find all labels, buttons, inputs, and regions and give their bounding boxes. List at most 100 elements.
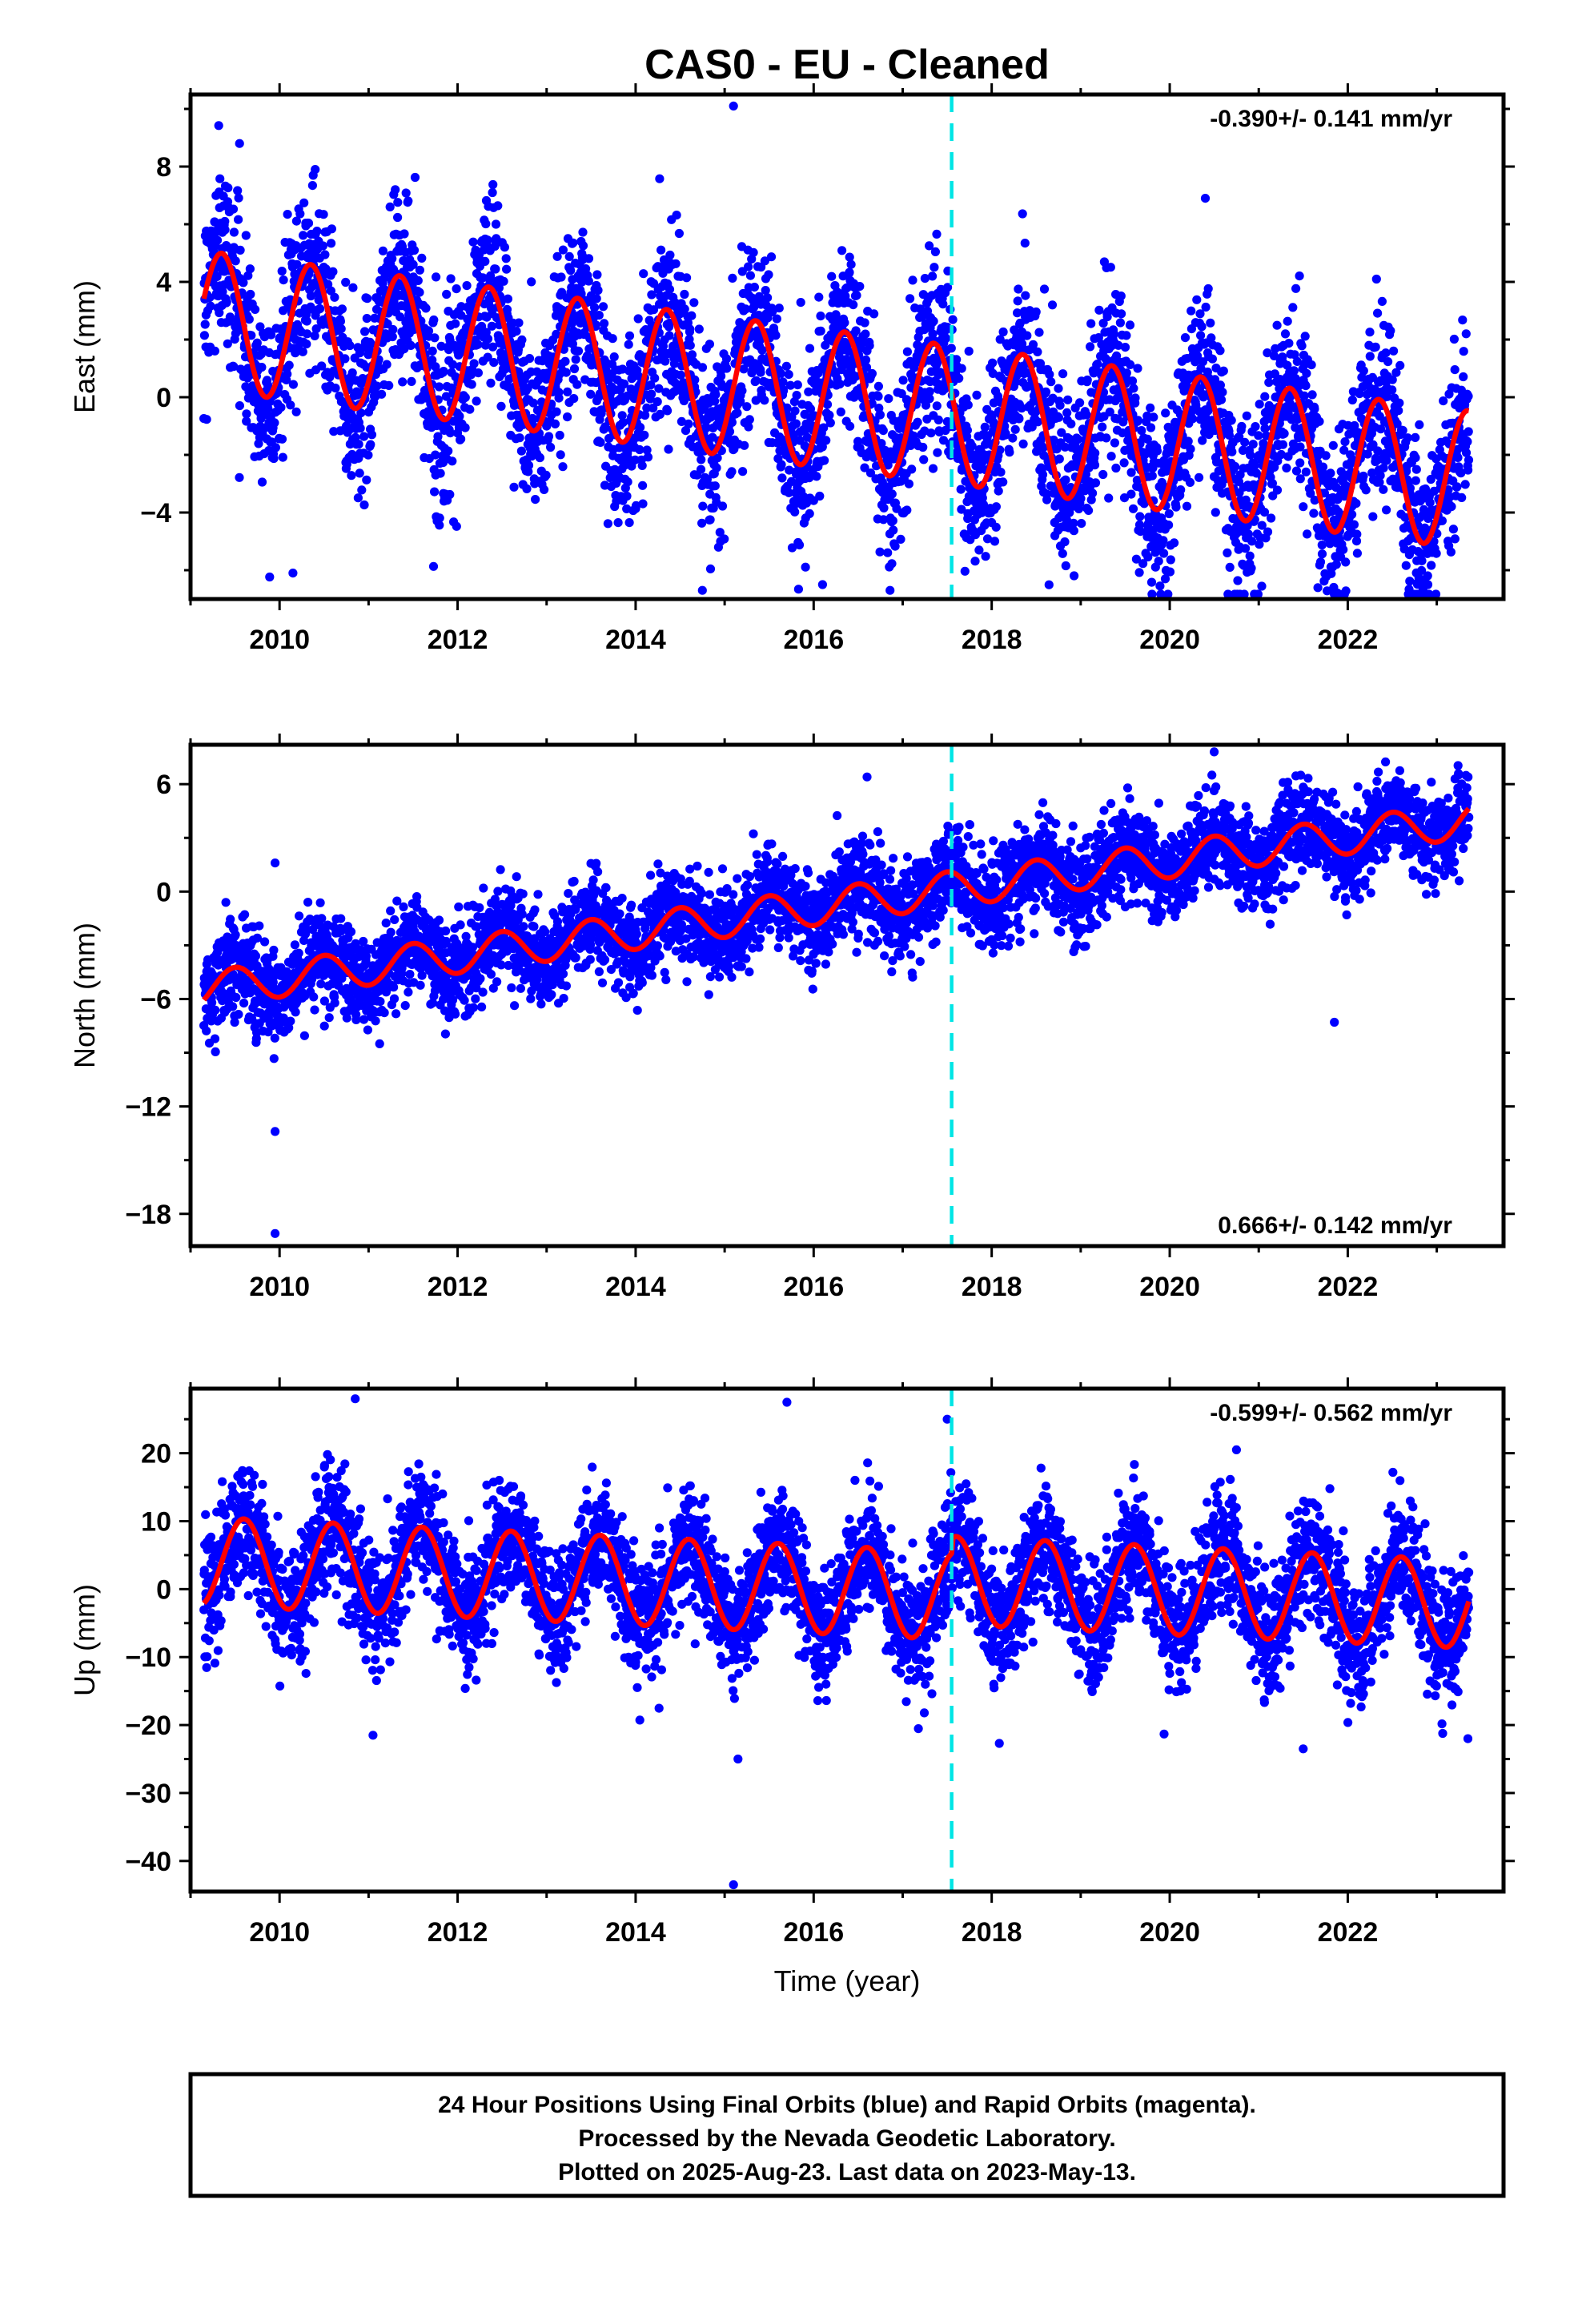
east-point — [1240, 437, 1250, 447]
east-point — [362, 314, 371, 324]
east-point — [682, 273, 692, 283]
east-point — [636, 423, 645, 432]
east-point — [665, 250, 675, 260]
east-point — [957, 364, 966, 373]
east-point — [609, 352, 619, 362]
east-point — [1272, 485, 1283, 495]
east-point — [233, 186, 243, 195]
east-point — [488, 179, 498, 190]
east-point — [1152, 446, 1162, 456]
east-point — [491, 219, 501, 229]
east-point — [994, 486, 1003, 496]
east-point — [445, 428, 456, 438]
east-point — [1192, 295, 1202, 304]
east-point — [572, 380, 582, 389]
east-point — [1055, 400, 1065, 410]
east-y-tick-label: 4 — [156, 267, 171, 298]
east-point — [1106, 263, 1115, 272]
east-point — [1061, 475, 1070, 485]
east-point — [1171, 502, 1181, 512]
east-point — [1119, 458, 1129, 468]
east-point — [499, 276, 508, 286]
east-point — [1423, 571, 1432, 581]
east-point — [1146, 577, 1157, 587]
east-point — [964, 347, 974, 356]
east-point — [310, 331, 319, 340]
east-point — [480, 256, 490, 266]
east-point — [1341, 586, 1351, 596]
east-point — [1310, 404, 1319, 414]
east-point — [991, 502, 1001, 512]
east-point — [1069, 526, 1078, 536]
east-point — [202, 415, 211, 424]
east-point — [1361, 485, 1371, 495]
north-point — [230, 1017, 239, 1027]
east-point — [676, 370, 686, 380]
east-point — [1225, 562, 1235, 573]
east-point — [932, 229, 942, 239]
east-point — [852, 291, 861, 300]
east-point — [430, 333, 440, 343]
east-point — [229, 227, 239, 237]
east-point — [489, 358, 499, 368]
north-point — [270, 1033, 279, 1043]
east-point — [509, 482, 519, 492]
east-point — [1218, 388, 1227, 397]
east-point — [1090, 460, 1100, 470]
east-point — [1447, 502, 1456, 512]
east-point — [478, 273, 488, 283]
east-point — [436, 468, 445, 478]
east-point — [1115, 318, 1125, 328]
east-point — [354, 440, 363, 449]
east-point — [796, 298, 805, 308]
east-point — [552, 407, 561, 416]
east-point — [801, 562, 810, 572]
east-point — [1158, 536, 1168, 545]
east-point — [441, 392, 452, 401]
east-point — [898, 376, 908, 385]
east-point — [318, 241, 327, 251]
east-point — [745, 271, 756, 280]
north-point — [221, 898, 231, 907]
east-point — [473, 368, 484, 378]
east-point — [954, 373, 964, 383]
east-point — [1352, 549, 1362, 558]
east-point — [860, 318, 869, 328]
east-point — [763, 293, 773, 303]
east-point — [918, 442, 928, 452]
east-point — [292, 259, 302, 269]
east-point — [665, 331, 674, 340]
north-point — [269, 1054, 279, 1063]
east-point — [1082, 410, 1091, 420]
east-point — [1315, 557, 1326, 567]
east-point — [960, 566, 970, 576]
east-point — [1005, 448, 1014, 457]
east-point — [618, 417, 628, 428]
east-point — [1116, 292, 1126, 301]
east-point — [904, 479, 913, 489]
east-point — [1264, 378, 1274, 388]
east-point — [328, 267, 338, 276]
east-point — [624, 518, 634, 528]
east-point — [246, 289, 255, 300]
east-point — [749, 283, 760, 292]
east-point — [465, 404, 475, 414]
east-point — [528, 413, 537, 424]
east-outlier-point — [391, 185, 400, 195]
east-point — [584, 276, 593, 286]
east-point — [1398, 425, 1407, 436]
east-point — [1459, 372, 1468, 382]
east-point — [1257, 581, 1267, 591]
east-point — [694, 324, 704, 334]
east-point — [590, 303, 600, 312]
east-point — [1195, 472, 1204, 482]
east-point — [1180, 333, 1191, 343]
east-point — [251, 304, 260, 314]
east-point — [865, 341, 874, 351]
east-point — [1341, 557, 1351, 567]
east-point — [377, 389, 387, 399]
east-point — [1077, 519, 1086, 529]
east-point — [988, 358, 998, 368]
east-point — [516, 446, 527, 456]
east-point — [229, 362, 239, 372]
